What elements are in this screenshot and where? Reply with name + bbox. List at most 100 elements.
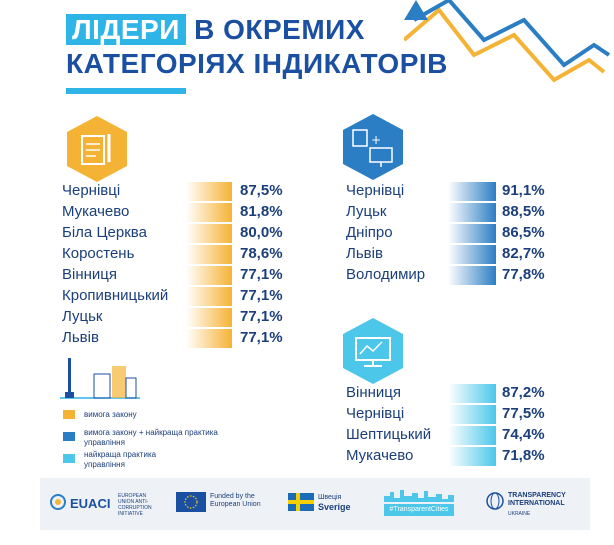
city-name: Чернівці: [346, 182, 405, 199]
list-item: Луцьк 88,5%: [346, 203, 566, 223]
score-value: 82,7%: [502, 245, 545, 262]
city-name: Біла Церква: [62, 224, 147, 241]
legend-label: найкраща практика управління: [84, 450, 157, 469]
score-value: 77,1%: [240, 287, 283, 304]
score-value: 87,5%: [240, 182, 283, 199]
transparency-international-logo-icon: [486, 492, 504, 510]
city-name: Львів: [62, 329, 99, 346]
list-item: Мукачево 71,8%: [346, 447, 566, 467]
list-item: Шептицький 74,4%: [346, 426, 566, 446]
legend-label: вимога закону + найкраща практика управл…: [84, 428, 218, 447]
score-value: 86,5%: [502, 224, 545, 241]
sweden-label-bottom: Sverige: [318, 502, 351, 512]
city-name: Мукачево: [62, 203, 130, 220]
city-name: Кропивницький: [62, 287, 169, 304]
city-name: Вінниця: [62, 266, 117, 283]
list-item: Біла Церква 80,0%: [62, 224, 292, 244]
svg-text:+: +: [371, 133, 381, 147]
category-list-law-and-practice: Чернівці 91,1% Луцьк 88,5% Дніпро 86,5% …: [346, 182, 566, 292]
score-value: 74,4%: [502, 426, 545, 443]
list-item: Луцьк 77,1%: [62, 308, 292, 328]
list-item: Львів 82,7%: [346, 245, 566, 265]
sweden-flag-icon: [288, 493, 314, 511]
list-item: Чернівці 91,1%: [346, 182, 566, 202]
score-bar: [448, 203, 496, 222]
score-value: 80,0%: [240, 224, 283, 241]
footer-logos: EUACI EUROPEAN UNION ANTI-CORRUPTION INI…: [40, 478, 590, 530]
score-value: 77,1%: [240, 329, 283, 346]
list-item: Чернівці 87,5%: [62, 182, 292, 202]
legend-swatch-light-blue: [63, 454, 75, 463]
sweden-label-top: Швеція: [318, 494, 342, 501]
list-item: Вінниця 87,2%: [346, 384, 566, 404]
page-title-line-2: КАТЕГОРІЯХ ІНДИКАТОРІВ: [66, 48, 448, 79]
score-bar: [186, 308, 232, 327]
score-bar: [448, 266, 496, 285]
legal-document-icon: [67, 116, 127, 182]
score-bar: [186, 182, 232, 201]
score-value: 78,6%: [240, 245, 283, 262]
score-value: 71,8%: [502, 447, 545, 464]
score-bar: [186, 224, 232, 243]
score-bar: [186, 266, 232, 285]
growth-arrows-icon: [404, 0, 611, 83]
score-bar: [448, 384, 496, 403]
legend-swatch-orange: [63, 410, 75, 419]
legend-swatch-dark-blue: [63, 432, 75, 441]
city-name: Чернівці: [62, 182, 121, 199]
score-bar: [186, 245, 232, 264]
legend-label: вимога закону: [84, 410, 137, 419]
category-list-legal: Чернівці 87,5% Мукачево 81,8% Біла Церкв…: [62, 182, 292, 352]
score-value: 77,8%: [502, 266, 545, 283]
title-underline: [66, 88, 186, 94]
list-item: Володимир 77,8%: [346, 266, 566, 286]
score-value: 77,1%: [240, 266, 283, 283]
category-list-best-practice: Вінниця 87,2% Чернівці 77,5% Шептицький …: [346, 384, 566, 472]
transparent-cities-label: #TransparentCities: [384, 504, 454, 516]
computer-monitor-icon: [343, 318, 403, 384]
list-item: Дніпро 86,5%: [346, 224, 566, 244]
document-plus-computer-icon: +: [343, 114, 403, 180]
eu-flag-icon: [176, 492, 206, 512]
ti-label: TRANSPARENCY INTERNATIONAL: [508, 492, 566, 507]
score-value: 88,5%: [502, 203, 545, 220]
city-monument-illustration: [60, 358, 140, 399]
score-bar: [186, 203, 232, 222]
city-name: Мукачево: [346, 447, 414, 464]
city-name: Володимир: [346, 266, 426, 283]
city-name: Шептицький: [346, 426, 432, 443]
title-highlight: ЛІДЕРИ: [66, 14, 186, 45]
score-bar: [448, 426, 496, 445]
list-item: Львів 77,1%: [62, 329, 292, 349]
score-bar: [448, 405, 496, 424]
list-item: Мукачево 81,8%: [62, 203, 292, 223]
page-title-line-1: ЛІДЕРИ В ОКРЕМИХ: [66, 14, 365, 46]
score-bar: [186, 329, 232, 348]
ti-sublabel: UKRAINE: [508, 511, 531, 517]
skyline-logo-icon: [384, 490, 454, 502]
city-name: Коростень: [62, 245, 135, 262]
score-bar: [448, 447, 496, 466]
city-name: Луцьк: [62, 308, 103, 325]
city-name: Львів: [346, 245, 383, 262]
list-item: Кропивницький 77,1%: [62, 287, 292, 307]
score-value: 77,1%: [240, 308, 283, 325]
score-value: 87,2%: [502, 384, 545, 401]
city-name: Дніпро: [346, 224, 393, 241]
city-name: Вінниця: [346, 384, 401, 401]
euaci-sublabel: EUROPEAN UNION ANTI-CORRUPTION INITIATIV…: [118, 493, 152, 517]
list-item: Вінниця 77,1%: [62, 266, 292, 286]
eu-funded-label: Funded by the European Union: [210, 493, 261, 508]
score-value: 77,5%: [502, 405, 545, 422]
score-value: 81,8%: [240, 203, 283, 220]
score-bar: [186, 287, 232, 306]
title-line1-rest: В ОКРЕМИХ: [194, 14, 365, 45]
score-bar: [448, 224, 496, 243]
list-item: Чернівці 77,5%: [346, 405, 566, 425]
city-name: Чернівці: [346, 405, 405, 422]
euaci-logo-icon: [50, 494, 66, 510]
list-item: Коростень 78,6%: [62, 245, 292, 265]
score-bar: [448, 245, 496, 264]
score-bar: [448, 182, 496, 201]
city-name: Луцьк: [346, 203, 387, 220]
